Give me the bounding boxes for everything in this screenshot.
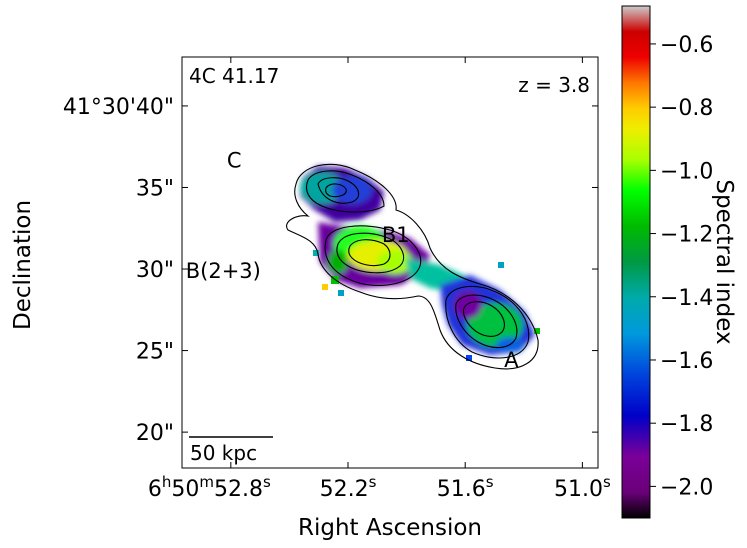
colorbar-tick-label: −0.8 <box>660 96 713 121</box>
contours <box>286 163 539 370</box>
x-tick-label-superscript: m <box>199 473 214 491</box>
colorbar-tick-label: −0.6 <box>660 33 713 58</box>
colorbar-tick-label: −1.0 <box>660 159 713 184</box>
x-tick-label-part: 51.6 <box>437 477 486 502</box>
map-region-c-edge <box>332 176 372 204</box>
component-label: B(2+3) <box>186 259 261 283</box>
edge-pixel <box>466 355 472 361</box>
x-tick-label-superscript: s <box>603 473 611 491</box>
source-name-label: 4C 41.17 <box>189 64 279 88</box>
contour-c-3 <box>325 183 347 198</box>
x-axis-ticks: 6h50m52.8s 52.2s 51.6s 51.0s <box>148 57 611 502</box>
component-label: B1 <box>382 223 410 247</box>
y-tick-label: 35" <box>136 176 174 201</box>
component-labels: C B1 B(2+3) A <box>186 148 519 372</box>
contour-b-3 <box>348 239 391 267</box>
x-axis-label: Right Ascension <box>298 515 482 541</box>
contour-a-2 <box>455 294 518 349</box>
colorbar <box>621 5 651 519</box>
contour-c-2 <box>317 177 360 204</box>
x-tick-label-part: 51.0 <box>554 477 603 502</box>
y-tick-label: 30" <box>136 258 174 283</box>
edge-pixel <box>498 262 504 268</box>
x-tick-label-part: 52.8 <box>214 477 263 502</box>
y-axis-label: Declination <box>10 200 36 330</box>
contour-a-3 <box>462 301 505 337</box>
y-tick-label: 20" <box>136 421 174 446</box>
colorbar-tick-label: −2.0 <box>660 475 713 500</box>
map-region-a-core <box>467 303 523 347</box>
x-tick-label: 51.6s <box>437 473 494 502</box>
contour-outer <box>286 163 539 370</box>
x-tick-label-superscript: s <box>369 473 377 491</box>
y-tick-label: 41°30'40" <box>63 95 174 120</box>
edge-pixel <box>534 328 540 334</box>
edge-pixel <box>313 250 319 256</box>
redshift-label: z = 3.8 <box>518 73 590 97</box>
map-region-b23 <box>328 250 348 274</box>
edge-pixel <box>338 290 344 296</box>
colorbar-tick-label: −1.8 <box>660 412 713 437</box>
y-axis-ticks: 41°30'40" 35" 30" 25" 20" <box>63 95 598 446</box>
contour-b-2 <box>336 232 405 274</box>
x-tick-label: 6h50m52.8s <box>148 473 271 502</box>
x-tick-label-superscript: h <box>162 473 172 491</box>
component-label: C <box>227 148 242 172</box>
x-tick-label-part: 6 <box>148 477 162 502</box>
scale-bar-label: 50 kpc <box>190 441 257 465</box>
x-tick-label: 52.2s <box>320 473 377 502</box>
x-tick-label-superscript: s <box>263 473 271 491</box>
x-tick-label-part: 52.2 <box>320 477 369 502</box>
colorbar-label: Spectral index <box>711 179 737 344</box>
colorbar-tick-label: −1.6 <box>660 349 713 374</box>
x-tick-label: 51.0s <box>554 473 611 502</box>
x-tick-label-superscript: s <box>486 473 494 491</box>
edge-pixel <box>322 284 328 290</box>
colorbar-ticks: −0.6 −0.8 −1.0 −1.2 −1.4 −1.6 −1.8 −2.0 <box>650 33 713 500</box>
contour-a-1 <box>445 285 530 359</box>
contour-b-1 <box>324 225 422 286</box>
y-tick-label: 25" <box>136 340 174 365</box>
colorbar-tick-label: −1.4 <box>660 286 713 311</box>
component-label: A <box>504 348 519 372</box>
contour-c-1 <box>305 170 385 213</box>
colorbar-tick-label: −1.2 <box>660 223 713 248</box>
x-tick-label-part: 50 <box>171 477 199 502</box>
